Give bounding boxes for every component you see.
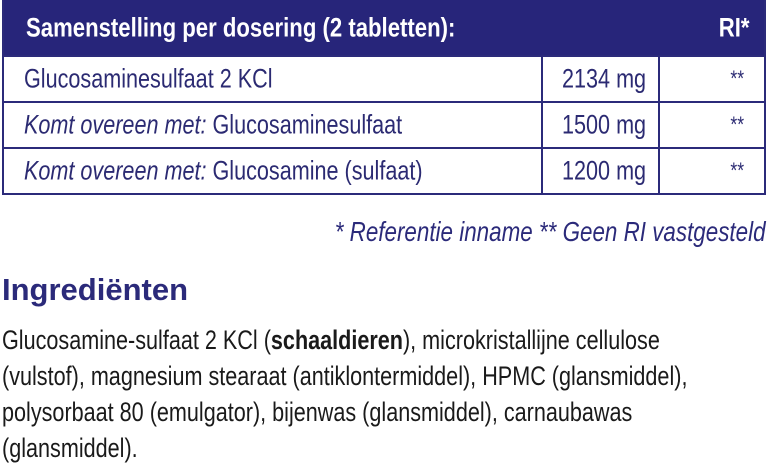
table-header: Samenstelling per dosering (2 tabletten)… (4, 0, 764, 55)
row-ri: ** (730, 112, 744, 137)
row-name: Glucosaminesulfaat (206, 109, 403, 140)
composition-table: Samenstelling per dosering (2 tabletten)… (2, 0, 766, 195)
ingredients-text: Glucosamine-sulfaat 2 KCl (schaaldieren)… (2, 322, 768, 466)
ingredients-line: (vulstof), magnesium stearaat (antiklont… (2, 361, 688, 391)
ingredients-line: (glansmiddel). (2, 433, 138, 463)
table-row: Komt overeen met: Glucosamine (sulfaat) … (4, 147, 764, 193)
row-amount: 1200 mg (561, 155, 646, 186)
table-title: Samenstelling per dosering (2 tabletten)… (26, 12, 456, 42)
row-ri: ** (730, 158, 744, 183)
allergen: schaaldieren (270, 325, 403, 355)
table-row: Glucosaminesulfaat 2 KCl 2134 mg ** (4, 55, 764, 101)
ingredients-line: Glucosamine-sulfaat 2 KCl ( (2, 325, 271, 355)
row-name: Glucosamine (sulfaat) (206, 155, 423, 186)
row-name: Glucosaminesulfaat 2 KCl (24, 63, 273, 94)
ingredients-line: polysorbaat 80 (emulgator), bijenwas (gl… (2, 397, 633, 427)
ri-header: RI* (719, 12, 750, 42)
row-amount: 1500 mg (561, 109, 646, 140)
row-amount: 2134 mg (561, 63, 646, 94)
footnote: * Referentie inname ** Geen RI vastgeste… (335, 216, 766, 247)
ingredients-line: ), microkristallijne cellulose (402, 325, 660, 355)
row-prefix: Komt overeen met: (24, 109, 207, 140)
row-prefix: Komt overeen met: (24, 155, 207, 186)
table-row: Komt overeen met: Glucosaminesulfaat 150… (4, 101, 764, 147)
row-ri: ** (730, 66, 744, 91)
ingredients-heading: Ingrediënten (2, 272, 189, 307)
